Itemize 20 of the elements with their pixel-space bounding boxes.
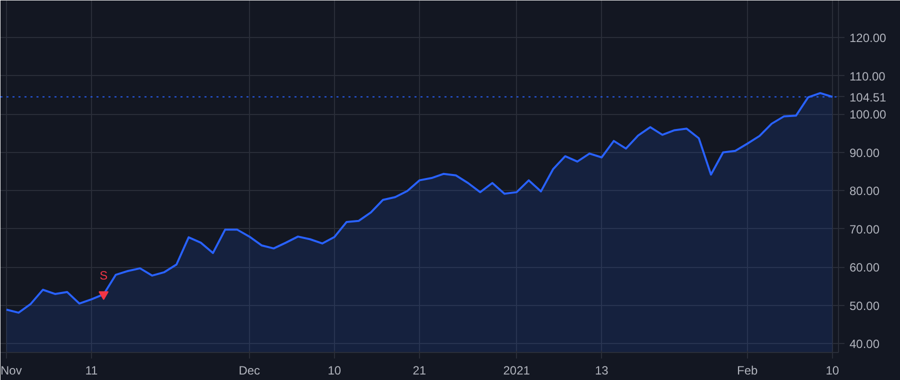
y-tick-label: 90.00 bbox=[850, 146, 880, 160]
x-tick-label: 13 bbox=[594, 364, 609, 378]
y-tick-label: 60.00 bbox=[850, 260, 880, 275]
x-tick-label: 21 bbox=[412, 364, 426, 378]
ref-line-label: 104.51 bbox=[850, 90, 887, 104]
x-tick-label: Dec bbox=[238, 364, 260, 378]
y-tick-label: 80.00 bbox=[850, 184, 880, 198]
y-tick-label: 110.00 bbox=[850, 69, 886, 84]
y-tick-label: 40.00 bbox=[850, 337, 880, 352]
series-label: S bbox=[100, 268, 108, 282]
y-tick-label: 100.00 bbox=[850, 108, 887, 122]
x-tick-label: 11 bbox=[85, 364, 98, 378]
x-tick-label: Nov bbox=[0, 364, 22, 378]
x-tick-label: 10 bbox=[328, 364, 342, 378]
y-tick-label: 50.00 bbox=[850, 298, 880, 313]
x-tick-label: 10 bbox=[826, 364, 840, 378]
y-tick-label: 120.00 bbox=[850, 31, 887, 46]
x-tick-label: 2021 bbox=[503, 364, 530, 378]
x-tick-label: Feb bbox=[737, 364, 758, 378]
y-tick-label: 70.00 bbox=[850, 222, 880, 236]
